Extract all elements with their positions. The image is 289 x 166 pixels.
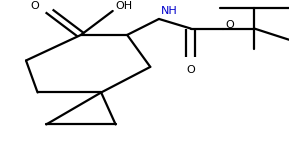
Text: O: O [225, 20, 234, 30]
Text: NH: NH [160, 6, 177, 16]
Text: OH: OH [116, 1, 133, 11]
Text: O: O [30, 1, 39, 11]
Text: O: O [186, 65, 195, 75]
